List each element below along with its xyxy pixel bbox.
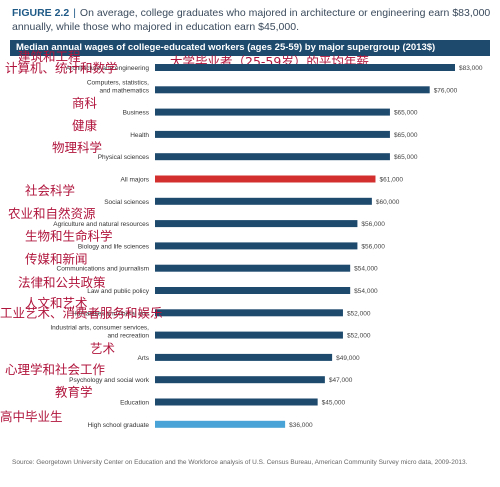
value-label: $54,000 [354, 288, 378, 295]
value-label: $56,000 [361, 243, 385, 250]
value-label: $83,000 [459, 65, 483, 72]
value-label: $45,000 [322, 400, 346, 407]
bar [155, 264, 351, 272]
value-label: $49,000 [336, 355, 360, 362]
category-label-zh: 社会科学 [25, 183, 75, 198]
bar [155, 64, 455, 71]
value-label: $65,000 [394, 154, 418, 161]
category-label: Psychology and social work [69, 377, 150, 384]
value-label: $54,000 [354, 266, 378, 273]
category-label-zh: 物理科学 [52, 140, 102, 155]
category-label-zh: 艺术 [90, 341, 116, 356]
value-label: $60,000 [376, 199, 400, 206]
category-label-zh: 人文和艺术 [25, 295, 88, 310]
category-label: Biology and life sciences [78, 243, 150, 250]
bar [155, 220, 358, 228]
figure-caption-text: On average, college graduates who majore… [12, 7, 491, 33]
category-label-zh: 心理学和社会工作 [5, 362, 106, 377]
category-label-zh: 法律和公共政策 [18, 275, 106, 290]
category-label-zh: 建筑和工程 [18, 49, 81, 64]
category-label-zh: 计算机、统计和数学 [5, 60, 118, 75]
bar [155, 130, 390, 138]
category-label-zh: 生物和生命科学 [25, 228, 113, 243]
category-label-zh: 商科 [72, 96, 98, 111]
chart-title: Median annual wages of college-educated … [16, 42, 436, 53]
category-label: Computers, statistics, [87, 79, 149, 86]
figure-caption: FIGURE 2.2 | On average, college graduates… [12, 6, 492, 34]
value-label: $61,000 [379, 177, 403, 184]
category-label: Humanities and liberal arts [72, 310, 150, 317]
category-label-zh: 健康 [72, 118, 98, 133]
category-label-zh: 工业艺术、消费者服务和娱乐 [0, 306, 163, 321]
value-label: $76,000 [434, 87, 458, 94]
category-label: and recreation [107, 333, 149, 340]
chart-title-band: Median annual wages of college-educated … [10, 40, 490, 56]
category-label: Architecture and engineering [66, 65, 149, 72]
category-label-zh: 传媒和新闻 [25, 252, 88, 267]
value-label: $65,000 [394, 110, 418, 117]
category-label: Communications and journalism [57, 266, 150, 273]
category-label: Health [130, 132, 149, 139]
value-label: $47,000 [329, 377, 353, 384]
bar [155, 398, 318, 406]
category-label: Arts [137, 355, 149, 362]
bar [155, 376, 325, 384]
category-label: All majors [120, 177, 149, 184]
value-label: $52,000 [347, 333, 371, 340]
bar [155, 287, 351, 294]
category-label: Social sciences [104, 199, 150, 206]
category-label: and mathematics [100, 87, 150, 94]
category-label: High school graduate [88, 422, 150, 429]
bar [155, 197, 372, 205]
source-note: Source: Georgetown University Center on … [12, 459, 468, 466]
bar [155, 331, 343, 339]
category-label: Physical sciences [98, 154, 150, 161]
bar [155, 86, 430, 94]
category-label-zh: 教育学 [55, 385, 93, 400]
bar [155, 153, 390, 161]
bar [155, 242, 358, 250]
bar [155, 108, 390, 116]
category-label: Agriculture and natural resources [53, 221, 149, 228]
figure-number: FIGURE 2.2 [12, 7, 70, 19]
figure-separator: | [73, 7, 76, 19]
value-label: $52,000 [347, 310, 371, 317]
bar [155, 175, 376, 183]
category-label: Law and public policy [87, 288, 150, 295]
category-label: Business [123, 110, 150, 117]
category-label-zh: 农业和自然资源 [8, 206, 96, 221]
category-label: Education [120, 400, 149, 407]
value-label: $56,000 [361, 221, 385, 228]
bar [155, 353, 333, 361]
value-label: $65,000 [394, 132, 418, 139]
bar [155, 420, 286, 428]
category-label-zh: 高中毕业生 [0, 409, 63, 424]
category-label: Industrial arts, consumer services, [50, 325, 149, 332]
bar [155, 309, 343, 317]
value-label: $36,000 [289, 422, 313, 429]
